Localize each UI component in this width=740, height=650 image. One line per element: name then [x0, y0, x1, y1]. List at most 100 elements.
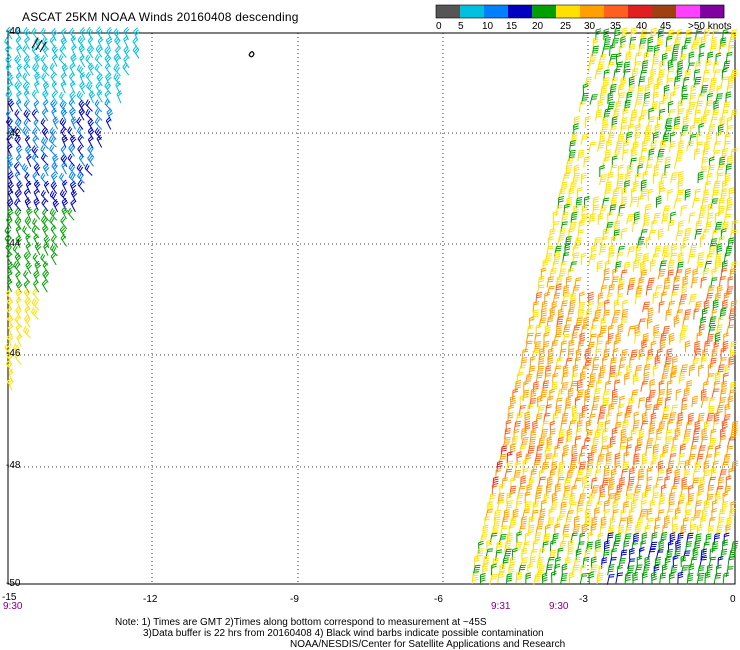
wind-barb — [22, 72, 31, 85]
wind-barb — [710, 467, 717, 480]
wind-barb — [79, 54, 86, 68]
legend-border — [435, 4, 725, 19]
wind-barb — [680, 364, 688, 376]
wind-barb — [593, 429, 602, 441]
wind-barb — [713, 61, 720, 73]
wind-barb — [670, 211, 677, 224]
wind-barb — [541, 307, 547, 320]
wind-barb — [728, 549, 737, 561]
wind-barb — [691, 357, 700, 370]
wind-barb — [491, 525, 500, 537]
wind-barb — [628, 467, 635, 480]
wind-barb — [33, 233, 39, 247]
wind-barb — [498, 534, 507, 545]
wind-barb — [563, 477, 572, 489]
wind-barb — [4, 342, 12, 356]
wind-barb — [76, 90, 85, 104]
wind-barb — [666, 68, 675, 80]
wind-barb — [634, 293, 642, 305]
wind-barb — [79, 72, 86, 86]
legend-swatch — [460, 5, 485, 18]
wind-barb — [485, 548, 494, 560]
wind-barb — [606, 61, 615, 73]
wind-barb — [720, 347, 727, 360]
wind-barb — [688, 294, 697, 305]
wind-barb — [591, 556, 597, 569]
wind-barb — [602, 116, 609, 129]
wind-barb — [24, 135, 32, 149]
lat-label: -40 — [6, 26, 21, 37]
wind-barb — [592, 395, 600, 408]
wind-barb — [634, 253, 643, 264]
wind-barb — [574, 356, 581, 369]
wind-barb — [644, 92, 651, 104]
wind-barb — [680, 325, 689, 337]
wind-barb — [608, 245, 615, 257]
wind-barb — [59, 91, 67, 105]
wind-barb — [619, 395, 625, 408]
wind-barb — [587, 451, 595, 464]
wind-barb — [607, 132, 615, 144]
wind-barb — [664, 45, 673, 56]
wind-barb — [565, 556, 571, 569]
legend-label: 5 — [458, 21, 464, 32]
wind-barb — [689, 523, 697, 536]
wind-barb — [637, 45, 646, 57]
wind-barb — [648, 229, 656, 241]
wind-barb — [551, 381, 558, 393]
wind-barb — [605, 412, 613, 425]
wind-barb — [652, 171, 659, 184]
lon-label: -9 — [290, 594, 299, 605]
wind-barb — [573, 556, 581, 568]
wind-barb — [580, 564, 587, 577]
wind-barb — [677, 532, 684, 545]
wind-barb — [590, 523, 597, 536]
wind-barb — [22, 126, 30, 140]
wind-barb — [594, 548, 601, 560]
wind-barb — [532, 420, 539, 433]
wind-barb — [660, 372, 669, 384]
wind-barb — [633, 453, 640, 465]
wind-barb — [617, 323, 624, 336]
wind-barb — [94, 127, 102, 141]
wind-barb — [580, 134, 589, 145]
wind-barb — [584, 116, 591, 128]
wind-barb — [616, 412, 623, 424]
wind-barb — [693, 148, 701, 161]
wind-barb — [70, 35, 77, 49]
wind-barb — [623, 451, 630, 464]
wind-barb — [15, 306, 22, 319]
wind-barb — [693, 348, 702, 360]
wind-barb — [533, 573, 542, 585]
wind-barb — [689, 92, 697, 104]
wind-barb — [671, 44, 680, 56]
wind-barb — [7, 81, 13, 95]
wind-barb — [541, 300, 548, 313]
wind-barb — [602, 77, 610, 89]
wind-barb — [681, 125, 689, 137]
wind-barb — [708, 246, 716, 257]
wind-barb — [563, 404, 571, 416]
lat-label: -46 — [6, 348, 21, 359]
wind-barb — [730, 148, 738, 160]
wind-barb — [626, 565, 635, 577]
wind-barb — [606, 451, 612, 464]
wind-barb — [651, 532, 658, 544]
wind-barb — [515, 379, 522, 392]
wind-barb — [15, 225, 22, 239]
wind-barb — [614, 27, 621, 40]
wind-barb — [32, 288, 40, 302]
wind-barb — [620, 36, 626, 49]
wind-barb — [577, 340, 585, 352]
wind-barb — [728, 389, 736, 401]
wind-barb — [647, 548, 656, 560]
wind-barb — [599, 91, 606, 104]
wind-barb — [664, 355, 672, 368]
wind-barb — [602, 389, 611, 400]
wind-barb — [629, 547, 635, 560]
wind-barb — [5, 359, 13, 373]
wind-barb — [528, 365, 536, 377]
wind-barb — [722, 179, 728, 192]
wind-barb — [639, 188, 648, 200]
